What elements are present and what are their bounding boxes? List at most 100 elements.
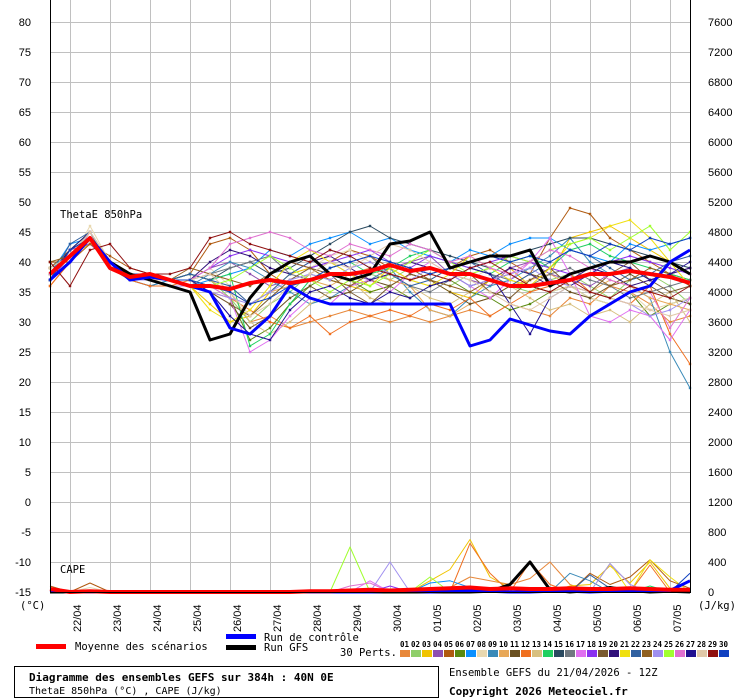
- pert-29-thetae-point: [628, 284, 632, 288]
- pert-12-thetae-point: [288, 326, 292, 330]
- pert-legend-swatch: [598, 650, 608, 657]
- pert-25-thetae-point: [588, 236, 592, 240]
- y-left-tick-label: -5: [21, 527, 31, 539]
- pert-legend-swatch: [631, 650, 641, 657]
- pert-legend-swatch: [433, 650, 443, 657]
- pert-28-thetae-point: [648, 308, 652, 312]
- pert-legend-number: 07: [466, 640, 475, 649]
- pert-11-thetae-point: [628, 272, 632, 276]
- y-right-tick-label: 7200: [708, 47, 732, 59]
- y-left-tick-label: 50: [19, 197, 31, 209]
- pert-28-thetae-point: [468, 278, 472, 282]
- x-tick-label: 03/05: [512, 604, 524, 632]
- thetae-panel-label: ThetaE 850hPa: [60, 209, 142, 221]
- pert-13-thetae-point: [308, 302, 312, 306]
- pert-12-thetae-point: [348, 320, 352, 324]
- pert-26-thetae-point: [308, 248, 312, 252]
- y-right-tick-label: 4000: [708, 287, 732, 299]
- pert-legend-number: 24: [653, 640, 663, 649]
- pert-25-thetae-point: [608, 248, 612, 252]
- pert-30-thetae-point: [328, 266, 332, 270]
- pert-29-thetae-point: [468, 266, 472, 270]
- pert-25-thetae-point: [668, 248, 672, 252]
- pert-30-thetae-point: [608, 242, 612, 246]
- pert-14-thetae-point: [268, 332, 272, 336]
- pert-legend-swatch: [455, 650, 465, 657]
- pert-30-thetae-point: [368, 254, 372, 258]
- pert-24-thetae-point: [368, 260, 372, 264]
- x-tick-label: 22/04: [72, 604, 84, 632]
- pert-20-thetae-point: [268, 266, 272, 270]
- pert-05-thetae-point: [88, 242, 92, 246]
- pert-12-thetae-point: [448, 308, 452, 312]
- pert-05-thetae-point: [208, 242, 212, 246]
- pert-legend-number: 02: [411, 640, 420, 649]
- pert-07-thetae-point: [628, 242, 632, 246]
- y-right-tick-label: 800: [708, 527, 726, 539]
- pert-28-thetae-point: [408, 248, 412, 252]
- pert-05-thetae-point: [588, 212, 592, 216]
- pert-15-thetae-point: [448, 254, 452, 258]
- pert-18-thetae-point: [248, 248, 252, 252]
- pert-11-thetae-point: [448, 290, 452, 294]
- pert-28-thetae-point: [88, 230, 92, 234]
- gfs-thetae-line: [48, 230, 691, 342]
- x-axis-date-ticks: 22/04 23/04 24/04 25/04 26/04 27/04 28/04 29/04…: [72, 604, 684, 632]
- y-left-tick-label: 20: [19, 377, 31, 389]
- pert-29-thetae-point: [448, 278, 452, 282]
- pert-17-thetae-point: [548, 236, 552, 240]
- legend-mean-label: Moyenne des scénarios: [75, 641, 208, 653]
- pert-23-thetae-point: [628, 278, 632, 282]
- y-left-tick-label: 65: [19, 107, 31, 119]
- pert-legend-number: 15: [554, 640, 563, 649]
- pert-28-thetae-point: [268, 302, 272, 306]
- pert-11-thetae-point: [308, 284, 312, 288]
- pert-legend-swatch: [554, 650, 564, 657]
- pert-legend-number: 08: [477, 640, 487, 649]
- pert-28-thetae-point: [568, 284, 572, 288]
- pert-03-thetae-point: [208, 302, 212, 306]
- pert-30-thetae-point: [588, 254, 592, 258]
- y-right-tick-label: 2400: [708, 407, 732, 419]
- pert-29-thetae-point: [408, 278, 412, 282]
- pert-14-thetae-point: [228, 272, 232, 276]
- pert-26-thetae-point: [448, 260, 452, 264]
- pert-legend-number: 10: [499, 640, 509, 649]
- pert-23-thetae-point: [608, 284, 612, 288]
- y-right-tick-label: 400: [708, 557, 726, 569]
- pert-legend-number: 12: [521, 640, 530, 649]
- pert-11-thetae-point: [588, 296, 592, 300]
- pert-29-thetae-point: [588, 290, 592, 294]
- pert-18-thetae-point: [628, 254, 632, 258]
- pert-11-thetae-point: [328, 296, 332, 300]
- pert-18-thetae-point: [228, 254, 232, 258]
- pert-legend-swatch: [466, 650, 476, 657]
- x-tick-label: 06/05: [632, 604, 644, 632]
- pert-19-thetae-point: [528, 278, 532, 282]
- pert-legend-number: 17: [576, 640, 585, 649]
- x-tick-label: 27/04: [272, 604, 284, 632]
- pert-18-thetae-point: [668, 266, 672, 270]
- pert-14-thetae-point: [248, 344, 252, 348]
- pert-25-thetae-point: [228, 278, 232, 282]
- pert-25-thetae-point: [288, 266, 292, 270]
- pert-28-thetae-point: [548, 296, 552, 300]
- legend-perts-label: 30 Perts.: [340, 647, 397, 659]
- pert-legend-swatch: [400, 650, 410, 657]
- pert-23-thetae-point: [248, 284, 252, 288]
- pert-29-thetae-point: [128, 266, 132, 270]
- pert-29-thetae-point: [508, 272, 512, 276]
- pert-20-thetae-point: [208, 260, 212, 264]
- x-tick-label: 23/04: [112, 604, 124, 632]
- pert-30-thetae-point: [248, 302, 252, 306]
- pert-legend-number: 11: [510, 640, 520, 649]
- pert-22-thetae-point: [608, 266, 612, 270]
- pert-06-thetae-point: [508, 308, 512, 312]
- y-right-tick-label: 3200: [708, 347, 732, 359]
- cape-panel-label: CAPE: [60, 564, 85, 576]
- pert-18-thetae-point: [648, 260, 652, 264]
- pert-14-thetae-point: [288, 302, 292, 306]
- pert-09-thetae-point: [228, 260, 232, 264]
- pert-06-thetae-point: [528, 302, 532, 306]
